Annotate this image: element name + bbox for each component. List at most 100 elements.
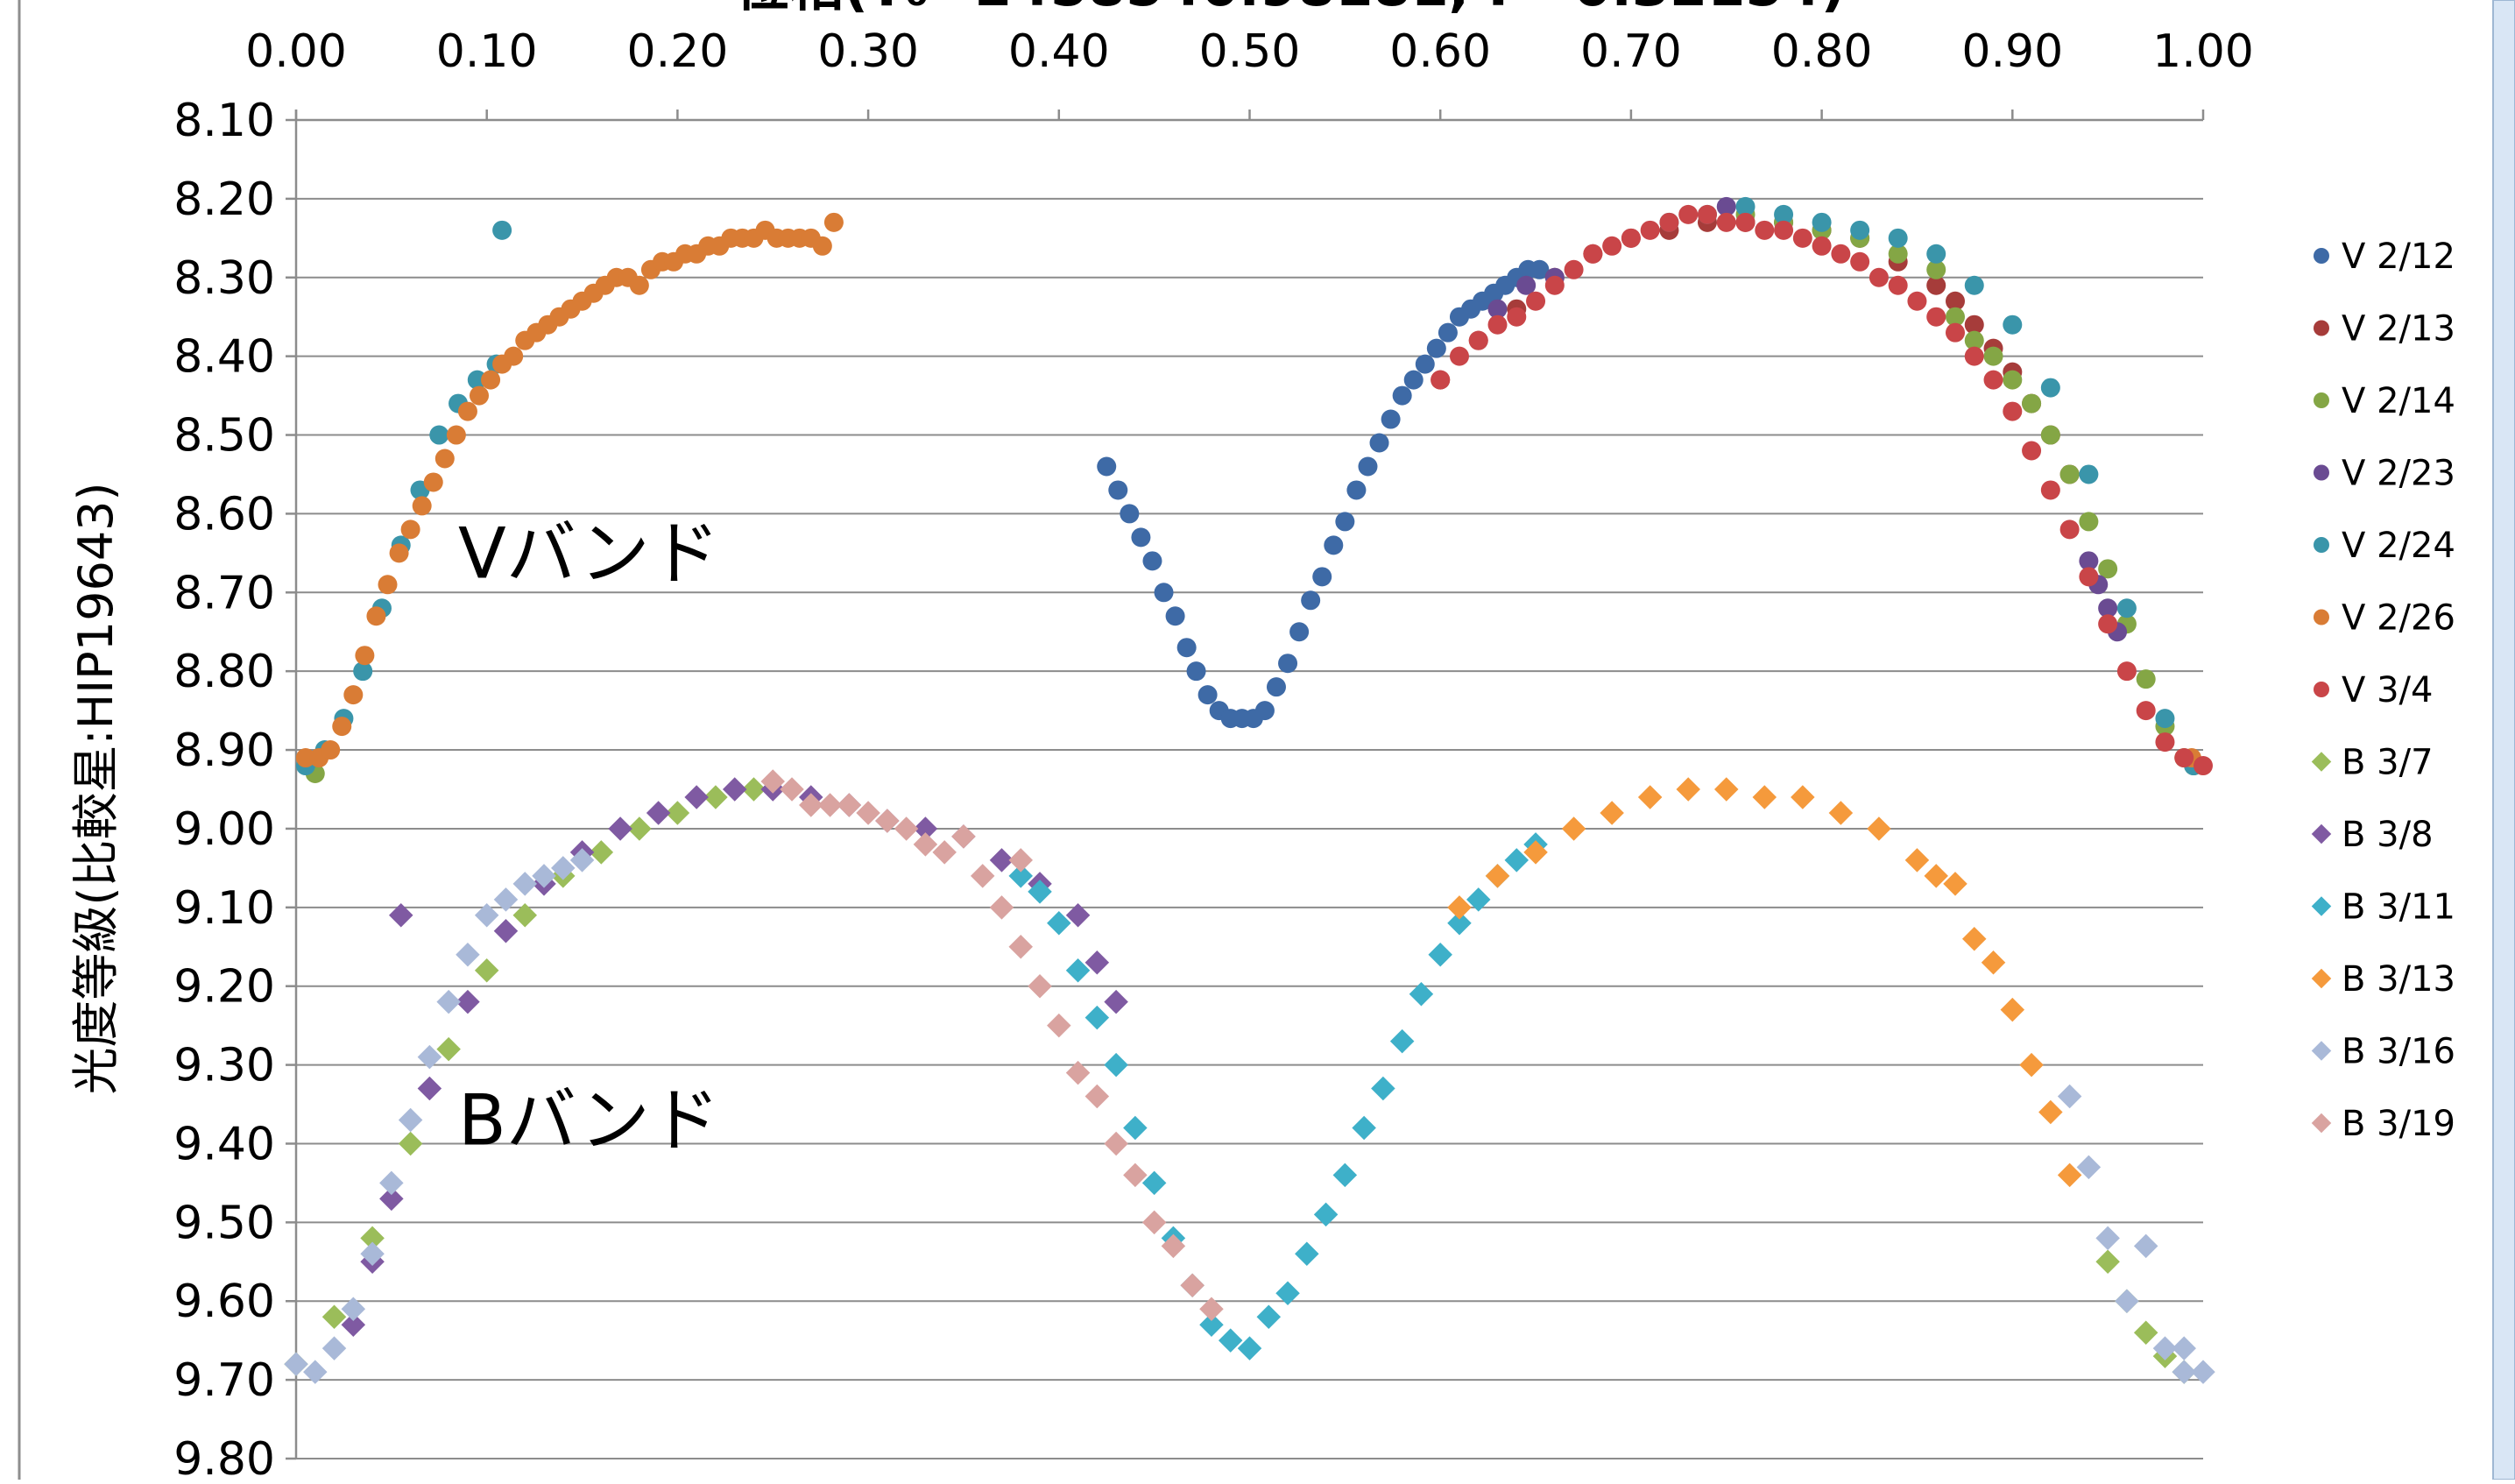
data-point [2003, 314, 2023, 335]
data-point [388, 903, 413, 928]
data-point [1850, 220, 1870, 240]
data-point [2098, 559, 2118, 579]
data-point [1755, 220, 1775, 240]
data-point [1544, 275, 1565, 295]
data-point [1529, 259, 1550, 279]
y-tick-label: 9.30 [173, 1040, 275, 1092]
legend-label: V 2/12 [2342, 237, 2455, 277]
data-point [379, 1170, 404, 1196]
data-point [2059, 519, 2080, 540]
data-point [1943, 872, 1967, 896]
data-point [1926, 307, 1946, 327]
data-point [913, 816, 938, 841]
data-point [1812, 236, 1832, 256]
data-point [1828, 801, 1854, 825]
legend-label: B 3/16 [2342, 1032, 2455, 1072]
data-point [2172, 1360, 2196, 1384]
data-point [1097, 456, 1117, 477]
legend-marker [2311, 968, 2332, 989]
x-tick-label: 0.10 [436, 25, 538, 78]
data-point [1197, 685, 1218, 705]
data-point [989, 895, 1014, 920]
data-point [1561, 816, 1586, 841]
data-point [1131, 527, 1151, 548]
data-point [2191, 1360, 2215, 1384]
data-point [1904, 848, 1930, 873]
data-point [1332, 1162, 1358, 1188]
data-point [2022, 393, 2042, 413]
data-point [2019, 1052, 2044, 1078]
data-point [1199, 1297, 1224, 1321]
data-point [1752, 785, 1777, 809]
data-point [341, 1297, 366, 1321]
data-point [1964, 275, 1984, 295]
data-point [1237, 1336, 1262, 1360]
legend-marker [2311, 1113, 2332, 1134]
data-point [1084, 1005, 1110, 1030]
data-point [457, 401, 477, 421]
data-point [1792, 228, 1812, 248]
data-point [284, 1352, 308, 1376]
legend-entry: B 3/19 [2311, 1104, 2455, 1144]
y-tick-label: 8.70 [173, 567, 275, 619]
data-point [1313, 1202, 1339, 1227]
data-point [1428, 943, 1452, 967]
data-point [1358, 456, 1378, 477]
data-point [1507, 307, 1527, 327]
legend-marker [2314, 392, 2329, 408]
y-tick-label: 8.40 [173, 331, 275, 384]
data-point [446, 425, 466, 445]
legend-label: V 2/13 [2342, 309, 2455, 350]
legend-marker [2311, 896, 2332, 916]
data-point [295, 748, 315, 768]
y-tick-label: 9.60 [173, 1276, 275, 1328]
data-point [2000, 997, 2025, 1022]
data-point [1104, 1052, 1128, 1078]
legend-entry: V 2/26 [2314, 598, 2455, 639]
data-point [1487, 314, 1508, 335]
y-tick-label: 8.30 [173, 252, 275, 305]
data-point [2040, 480, 2060, 500]
data-point [1108, 480, 1128, 500]
data-point [1621, 228, 1641, 248]
data-point [1008, 848, 1034, 873]
data-point [1154, 583, 1174, 603]
data-point [1065, 958, 1091, 983]
data-point [741, 777, 767, 802]
data-point [1888, 228, 1908, 248]
y-tick-label: 9.10 [173, 882, 275, 935]
data-point [1289, 622, 1310, 642]
data-point [321, 740, 341, 760]
data-point [1964, 330, 1984, 350]
data-point [1346, 480, 1367, 500]
data-point [2098, 614, 2118, 634]
legend-marker [2311, 823, 2332, 844]
y-axis-label: 光度等級(比較星:HIP19643) [68, 482, 124, 1094]
data-point [1199, 1312, 1224, 1337]
data-point [355, 646, 375, 666]
data-point [398, 1107, 423, 1133]
y-tick-label: 8.50 [173, 410, 275, 463]
data-point [1141, 1210, 1167, 1235]
data-point [1523, 840, 1548, 865]
data-point [2133, 1233, 2158, 1259]
data-point [1065, 903, 1091, 928]
legend-label: V 3/4 [2342, 670, 2433, 710]
data-point [1275, 1281, 1300, 1305]
data-point [1888, 275, 1908, 295]
data-point [1637, 785, 1663, 809]
data-point [817, 793, 843, 817]
data-point [1120, 504, 1140, 524]
data-point [467, 370, 487, 390]
data-point [400, 519, 420, 540]
data-point [360, 1241, 385, 1267]
window-edge [2492, 0, 2515, 1480]
series-v-2-26 [295, 212, 2201, 768]
legend-label: B 3/19 [2342, 1104, 2455, 1144]
data-point [1869, 267, 1889, 287]
data-point [1983, 370, 2003, 390]
data-point [1791, 785, 1815, 809]
data-point [1352, 1115, 1376, 1141]
legend-marker [2311, 1041, 2332, 1061]
data-point [366, 606, 386, 626]
